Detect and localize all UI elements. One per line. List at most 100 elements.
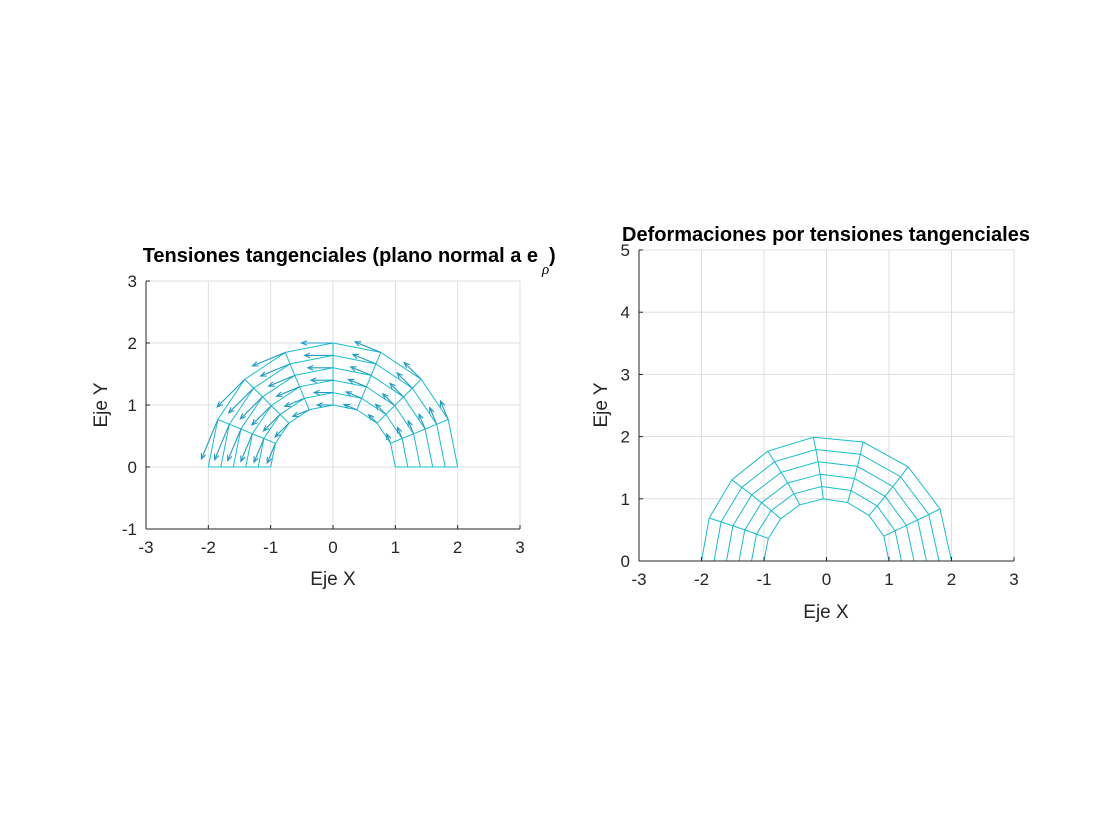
quiver-arrow xyxy=(200,419,219,460)
ax1-title-close: ) xyxy=(549,245,556,267)
quiver-arrowhead xyxy=(259,371,267,377)
quiver-arrow xyxy=(292,409,310,417)
ax1-title: Tensiones tangenciales (plano normal a e xyxy=(143,245,538,267)
quiver-arrow xyxy=(348,378,367,388)
quiver-arrowhead xyxy=(309,377,317,384)
ax1-title-subscript: ρ xyxy=(541,262,549,278)
quiver-arrow xyxy=(252,351,286,367)
y-tick-label: 0 xyxy=(621,552,630,571)
quiver-arrowhead xyxy=(267,381,275,387)
y-tick-label: 3 xyxy=(621,365,630,384)
quiver-arrowhead xyxy=(439,399,446,408)
quiver-arrow xyxy=(439,400,449,420)
mesh-spoke xyxy=(883,508,941,537)
mesh-spoke xyxy=(356,352,382,410)
quiver-arrowhead xyxy=(429,406,435,414)
mesh-spoke xyxy=(868,466,909,516)
quiver-arrow xyxy=(276,386,300,397)
quiver-arrowhead xyxy=(266,457,272,465)
ax2-x-tick-labels: -3 -2 -1 0 1 2 3 xyxy=(631,570,1018,589)
y-tick-label: 3 xyxy=(128,272,137,291)
quiver-arrow xyxy=(268,374,296,387)
quiver-arrow xyxy=(253,438,265,463)
quiver-arrow xyxy=(343,403,358,411)
quiver-arrowhead xyxy=(303,352,311,359)
quiver-arrowhead xyxy=(351,353,359,360)
mesh-spoke xyxy=(376,378,422,424)
ax2-ylabel: Eje Y xyxy=(591,382,612,427)
y-tick-label: -1 xyxy=(122,520,137,539)
quiver-arrow xyxy=(396,372,413,389)
quiver-arrowhead xyxy=(291,411,299,418)
y-tick-label: 2 xyxy=(621,428,630,447)
quiver-arrow xyxy=(354,341,381,353)
quiver-arrowhead xyxy=(239,413,247,420)
ax1-axis-lines xyxy=(145,280,521,530)
x-tick-label: 3 xyxy=(1009,570,1018,589)
ax2-title: Deformaciones por tensiones tangenciales xyxy=(622,224,1030,246)
y-tick-label: 2 xyxy=(128,334,137,353)
quiver-arrowhead xyxy=(250,419,258,426)
x-tick-label: 2 xyxy=(453,538,462,557)
mesh-spoke xyxy=(217,419,276,444)
x-tick-label: 3 xyxy=(515,538,524,557)
quiver-arrowhead xyxy=(275,391,283,397)
quiver-arrow xyxy=(346,391,362,399)
quiver-arrow xyxy=(266,443,276,464)
ax2-xlabel: Eje X xyxy=(803,602,849,623)
mesh-spoke xyxy=(767,450,801,506)
quiver-arrowhead xyxy=(283,401,291,407)
quiver-arrow xyxy=(274,422,290,438)
mesh-spoke xyxy=(847,441,864,503)
quiver-arrow xyxy=(396,427,403,439)
quiver-arrowhead xyxy=(227,454,233,462)
x-tick-label: -2 xyxy=(201,538,216,557)
ax1-xlabel: Eje X xyxy=(310,569,356,590)
mesh-spoke xyxy=(812,437,824,499)
x-tick-label: 0 xyxy=(328,538,337,557)
quiver-arrow xyxy=(418,414,426,430)
quiver-arrow xyxy=(429,407,438,425)
mesh-spoke xyxy=(709,517,769,539)
quiver-arrow xyxy=(350,366,372,376)
quiver-arrowhead xyxy=(344,391,353,397)
quiver-arrowhead xyxy=(213,453,220,462)
quiver-arrow xyxy=(386,433,392,444)
ax1-x-tick-labels: -3 -2 -1 0 1 2 3 xyxy=(138,538,524,557)
quiver-arrowhead xyxy=(374,403,382,411)
quiver-arrow xyxy=(389,382,404,398)
quiver-arrowhead xyxy=(386,432,392,440)
ax1-ylabel: Eje Y xyxy=(91,382,112,427)
mesh-spoke xyxy=(244,378,290,424)
quiver-arrow xyxy=(251,405,272,426)
quiver-arrowhead xyxy=(403,361,411,369)
quiver-arrow xyxy=(263,414,281,432)
quiver-arrowhead xyxy=(227,407,235,414)
x-tick-label: -3 xyxy=(138,538,153,557)
mesh-spoke xyxy=(731,479,782,520)
quiver-arrowhead xyxy=(306,364,314,371)
quiver-arrowhead xyxy=(312,389,320,396)
quiver-arrowhead xyxy=(396,371,403,379)
x-tick-label: 1 xyxy=(884,570,893,589)
x-tick-label: -1 xyxy=(756,570,771,589)
quiver-arrowhead xyxy=(396,426,403,434)
quiver-arrowhead xyxy=(418,412,424,421)
quiver-arrowhead xyxy=(407,419,413,427)
ax1-title-main: Tensiones tangenciales (plano normal a e xyxy=(143,245,538,267)
mesh-spoke xyxy=(390,419,449,444)
x-tick-label: 2 xyxy=(947,570,956,589)
ax2-y-tick-labels: 0 1 2 3 4 5 xyxy=(621,241,630,571)
quiver-arrowhead xyxy=(253,456,259,464)
quiver-arrowhead xyxy=(262,425,270,432)
ax2-axis-lines xyxy=(638,249,1015,562)
quiver-arrow xyxy=(228,387,255,414)
quiver-arrow xyxy=(284,397,305,407)
ax1-y-tick-labels: -1 0 1 2 3 xyxy=(122,272,137,539)
x-tick-label: 0 xyxy=(822,570,831,589)
y-tick-label: 1 xyxy=(128,396,137,415)
mesh-spoke xyxy=(284,352,310,410)
quiver-arrow xyxy=(382,393,396,407)
